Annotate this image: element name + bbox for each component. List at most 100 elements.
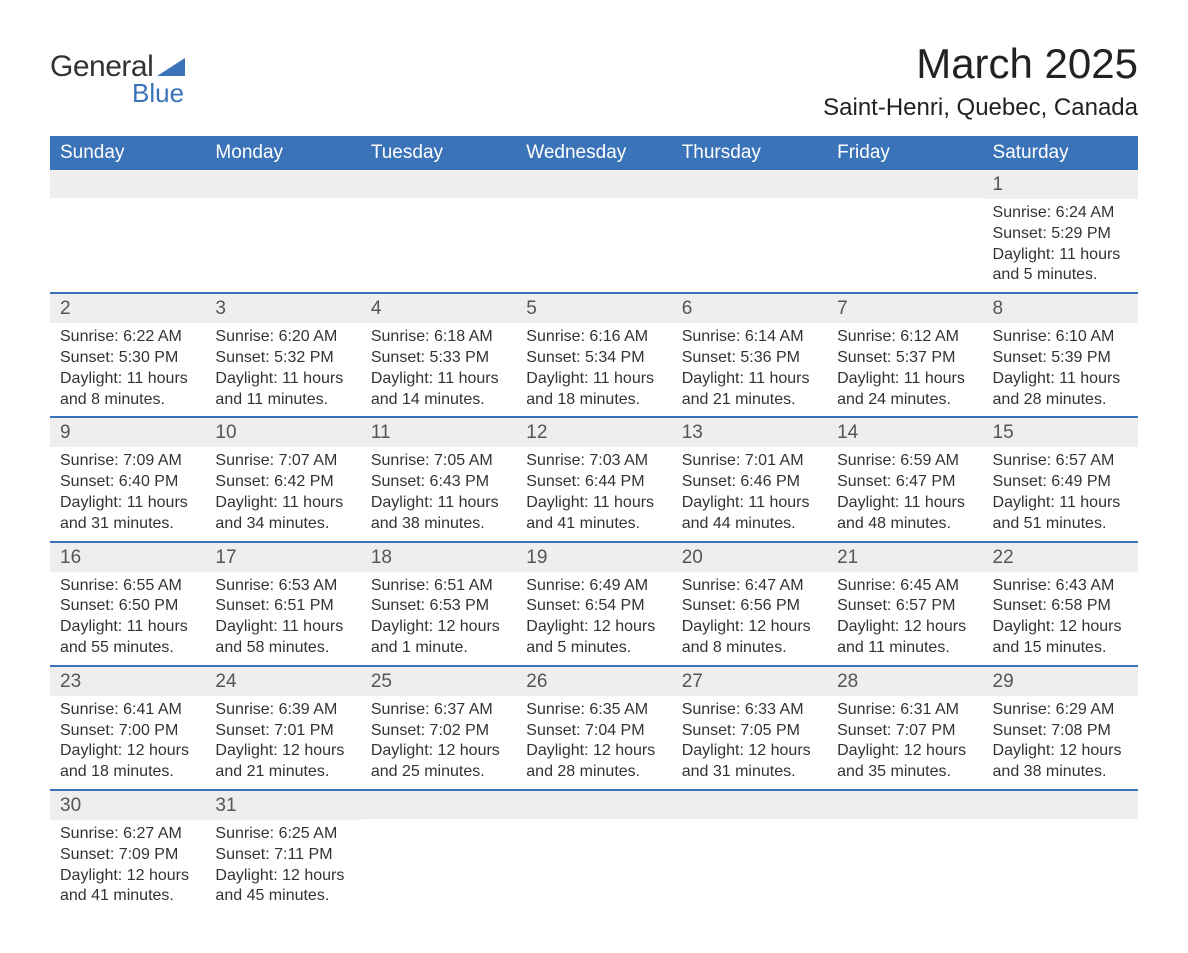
day-cell-details: Sunrise: 6:12 AMSunset: 5:37 PMDaylight:… <box>827 323 982 417</box>
day-cell-number: 21 <box>827 542 982 572</box>
day-number <box>516 791 671 819</box>
day-number <box>672 791 827 819</box>
day-number: 1 <box>983 170 1138 199</box>
day-cell-details: Sunrise: 6:35 AMSunset: 7:04 PMDaylight:… <box>516 696 671 790</box>
day-number: 23 <box>50 667 205 696</box>
day-cell-number: 23 <box>50 666 205 696</box>
week-details-row: Sunrise: 7:09 AMSunset: 6:40 PMDaylight:… <box>50 447 1138 541</box>
day-cell-number: 18 <box>361 542 516 572</box>
day-number: 11 <box>361 418 516 447</box>
day-number: 3 <box>205 294 360 323</box>
day-cell-details <box>205 199 360 293</box>
day-details: Sunrise: 6:18 AMSunset: 5:33 PMDaylight:… <box>361 323 516 416</box>
day-number <box>205 170 360 198</box>
day-details: Sunrise: 6:20 AMSunset: 5:32 PMDaylight:… <box>205 323 360 416</box>
day-details: Sunrise: 6:47 AMSunset: 6:56 PMDaylight:… <box>672 572 827 665</box>
day-number: 21 <box>827 543 982 572</box>
day-number: 24 <box>205 667 360 696</box>
day-details: Sunrise: 6:37 AMSunset: 7:02 PMDaylight:… <box>361 696 516 789</box>
day-cell-details: Sunrise: 7:05 AMSunset: 6:43 PMDaylight:… <box>361 447 516 541</box>
day-details: Sunrise: 7:05 AMSunset: 6:43 PMDaylight:… <box>361 447 516 540</box>
day-details <box>361 820 516 840</box>
day-number: 7 <box>827 294 982 323</box>
day-cell-details: Sunrise: 6:39 AMSunset: 7:01 PMDaylight:… <box>205 696 360 790</box>
week-details-row: Sunrise: 6:55 AMSunset: 6:50 PMDaylight:… <box>50 572 1138 666</box>
day-details: Sunrise: 6:53 AMSunset: 6:51 PMDaylight:… <box>205 572 360 665</box>
day-cell-details <box>361 820 516 913</box>
day-number: 19 <box>516 543 671 572</box>
week-daynum-row: 9101112131415 <box>50 417 1138 447</box>
day-cell-number: 9 <box>50 417 205 447</box>
day-cell-details <box>516 199 671 293</box>
day-number: 14 <box>827 418 982 447</box>
week-details-row: Sunrise: 6:22 AMSunset: 5:30 PMDaylight:… <box>50 323 1138 417</box>
day-details <box>516 199 671 219</box>
day-header: Tuesday <box>361 136 516 170</box>
day-cell-details: Sunrise: 6:41 AMSunset: 7:00 PMDaylight:… <box>50 696 205 790</box>
day-header: Wednesday <box>516 136 671 170</box>
day-number: 18 <box>361 543 516 572</box>
day-details: Sunrise: 6:59 AMSunset: 6:47 PMDaylight:… <box>827 447 982 540</box>
day-header-row: SundayMondayTuesdayWednesdayThursdayFrid… <box>50 136 1138 170</box>
day-cell-details: Sunrise: 6:37 AMSunset: 7:02 PMDaylight:… <box>361 696 516 790</box>
day-details: Sunrise: 7:01 AMSunset: 6:46 PMDaylight:… <box>672 447 827 540</box>
day-number: 31 <box>205 791 360 820</box>
day-cell-details: Sunrise: 7:01 AMSunset: 6:46 PMDaylight:… <box>672 447 827 541</box>
day-cell-number <box>672 170 827 199</box>
day-number: 4 <box>361 294 516 323</box>
day-number <box>361 170 516 198</box>
week-daynum-row: 3031 <box>50 790 1138 820</box>
day-details <box>516 820 671 840</box>
day-cell-number: 30 <box>50 790 205 820</box>
logo: General Blue <box>50 40 185 109</box>
day-number <box>827 170 982 198</box>
day-cell-number <box>516 790 671 820</box>
day-cell-details: Sunrise: 6:24 AMSunset: 5:29 PMDaylight:… <box>983 199 1138 293</box>
day-number: 15 <box>983 418 1138 447</box>
day-cell-number: 6 <box>672 293 827 323</box>
day-cell-details: Sunrise: 6:33 AMSunset: 7:05 PMDaylight:… <box>672 696 827 790</box>
day-cell-details: Sunrise: 6:10 AMSunset: 5:39 PMDaylight:… <box>983 323 1138 417</box>
day-cell-number <box>50 170 205 199</box>
day-cell-number: 13 <box>672 417 827 447</box>
week-details-row: Sunrise: 6:27 AMSunset: 7:09 PMDaylight:… <box>50 820 1138 913</box>
week-details-row: Sunrise: 6:24 AMSunset: 5:29 PMDaylight:… <box>50 199 1138 293</box>
day-number <box>361 791 516 819</box>
day-cell-number <box>516 170 671 199</box>
day-details: Sunrise: 6:27 AMSunset: 7:09 PMDaylight:… <box>50 820 205 913</box>
month-title: March 2025 <box>823 40 1138 88</box>
day-cell-details: Sunrise: 6:47 AMSunset: 6:56 PMDaylight:… <box>672 572 827 666</box>
day-cell-number: 16 <box>50 542 205 572</box>
day-details: Sunrise: 6:49 AMSunset: 6:54 PMDaylight:… <box>516 572 671 665</box>
header: General Blue March 2025 Saint-Henri, Que… <box>50 40 1138 122</box>
day-number: 6 <box>672 294 827 323</box>
day-details <box>983 820 1138 840</box>
day-cell-details <box>361 199 516 293</box>
day-number: 22 <box>983 543 1138 572</box>
day-cell-details: Sunrise: 6:53 AMSunset: 6:51 PMDaylight:… <box>205 572 360 666</box>
day-details: Sunrise: 6:14 AMSunset: 5:36 PMDaylight:… <box>672 323 827 416</box>
day-number <box>827 791 982 819</box>
day-number <box>672 170 827 198</box>
day-cell-details: Sunrise: 6:43 AMSunset: 6:58 PMDaylight:… <box>983 572 1138 666</box>
day-cell-number: 1 <box>983 170 1138 199</box>
day-details: Sunrise: 6:10 AMSunset: 5:39 PMDaylight:… <box>983 323 1138 416</box>
day-header: Thursday <box>672 136 827 170</box>
day-cell-number <box>361 170 516 199</box>
week-daynum-row: 2345678 <box>50 293 1138 323</box>
day-details: Sunrise: 7:07 AMSunset: 6:42 PMDaylight:… <box>205 447 360 540</box>
day-header: Saturday <box>983 136 1138 170</box>
day-header: Monday <box>205 136 360 170</box>
day-cell-number <box>361 790 516 820</box>
day-cell-number: 28 <box>827 666 982 696</box>
day-number <box>50 170 205 198</box>
day-cell-number: 25 <box>361 666 516 696</box>
day-number: 17 <box>205 543 360 572</box>
day-details: Sunrise: 7:03 AMSunset: 6:44 PMDaylight:… <box>516 447 671 540</box>
day-cell-details <box>827 199 982 293</box>
week-daynum-row: 16171819202122 <box>50 542 1138 572</box>
day-details: Sunrise: 6:35 AMSunset: 7:04 PMDaylight:… <box>516 696 671 789</box>
day-number: 5 <box>516 294 671 323</box>
day-number: 26 <box>516 667 671 696</box>
day-cell-details <box>50 199 205 293</box>
